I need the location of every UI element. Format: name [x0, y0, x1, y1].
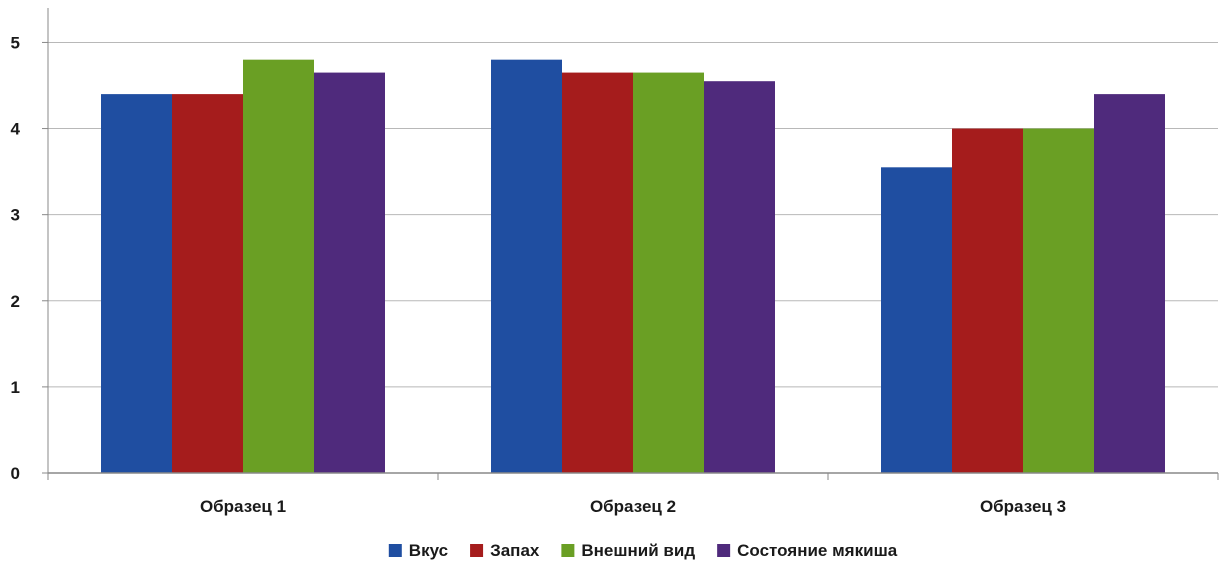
legend-label: Запах	[490, 541, 540, 560]
legend-label: Состояние мякиша	[737, 541, 898, 560]
legend-item: Состояние мякиша	[717, 541, 898, 560]
y-tick-label: 3	[11, 206, 20, 225]
bar-1-2	[491, 59, 562, 474]
bar-2-2	[562, 72, 633, 473]
legend-swatch	[717, 544, 731, 557]
y-tick-label: 1	[11, 378, 20, 397]
legend-item: Вкус	[388, 541, 448, 560]
bar-4-1	[314, 72, 385, 473]
y-tick-label: 5	[11, 33, 20, 52]
bar-3-2	[633, 72, 704, 473]
bar-2-3	[952, 128, 1023, 474]
bars	[101, 59, 1165, 474]
bar-4-2	[704, 81, 775, 473]
y-tick-label: 0	[11, 464, 20, 483]
axes	[42, 8, 1219, 480]
legend-swatch	[388, 544, 402, 557]
x-category-label: Образец 3	[980, 497, 1066, 516]
x-category-label: Образец 1	[200, 497, 286, 516]
bar-3-3	[1023, 128, 1094, 474]
bar-2-1	[172, 94, 243, 473]
bar-1-1	[101, 94, 172, 473]
y-tick-labels: 0 1 2 3 4 5	[11, 33, 21, 483]
bar-3-1	[243, 59, 314, 474]
x-category-labels: Образец 1 Образец 2 Образец 3	[200, 497, 1066, 516]
x-category-label: Образец 2	[590, 497, 676, 516]
legend-item: Запах	[470, 541, 540, 560]
y-tick-label: 4	[11, 120, 21, 139]
legend: Вкус Запах Внешний вид Состояние мякиша	[388, 541, 898, 560]
bar-1-3	[881, 167, 952, 474]
legend-swatch	[470, 544, 484, 557]
bar-4-3	[1094, 94, 1165, 473]
legend-item: Внешний вид	[561, 541, 695, 560]
legend-swatch	[561, 544, 575, 557]
legend-label: Внешний вид	[581, 541, 695, 560]
legend-label: Вкус	[409, 541, 448, 560]
y-tick-label: 2	[11, 292, 20, 311]
